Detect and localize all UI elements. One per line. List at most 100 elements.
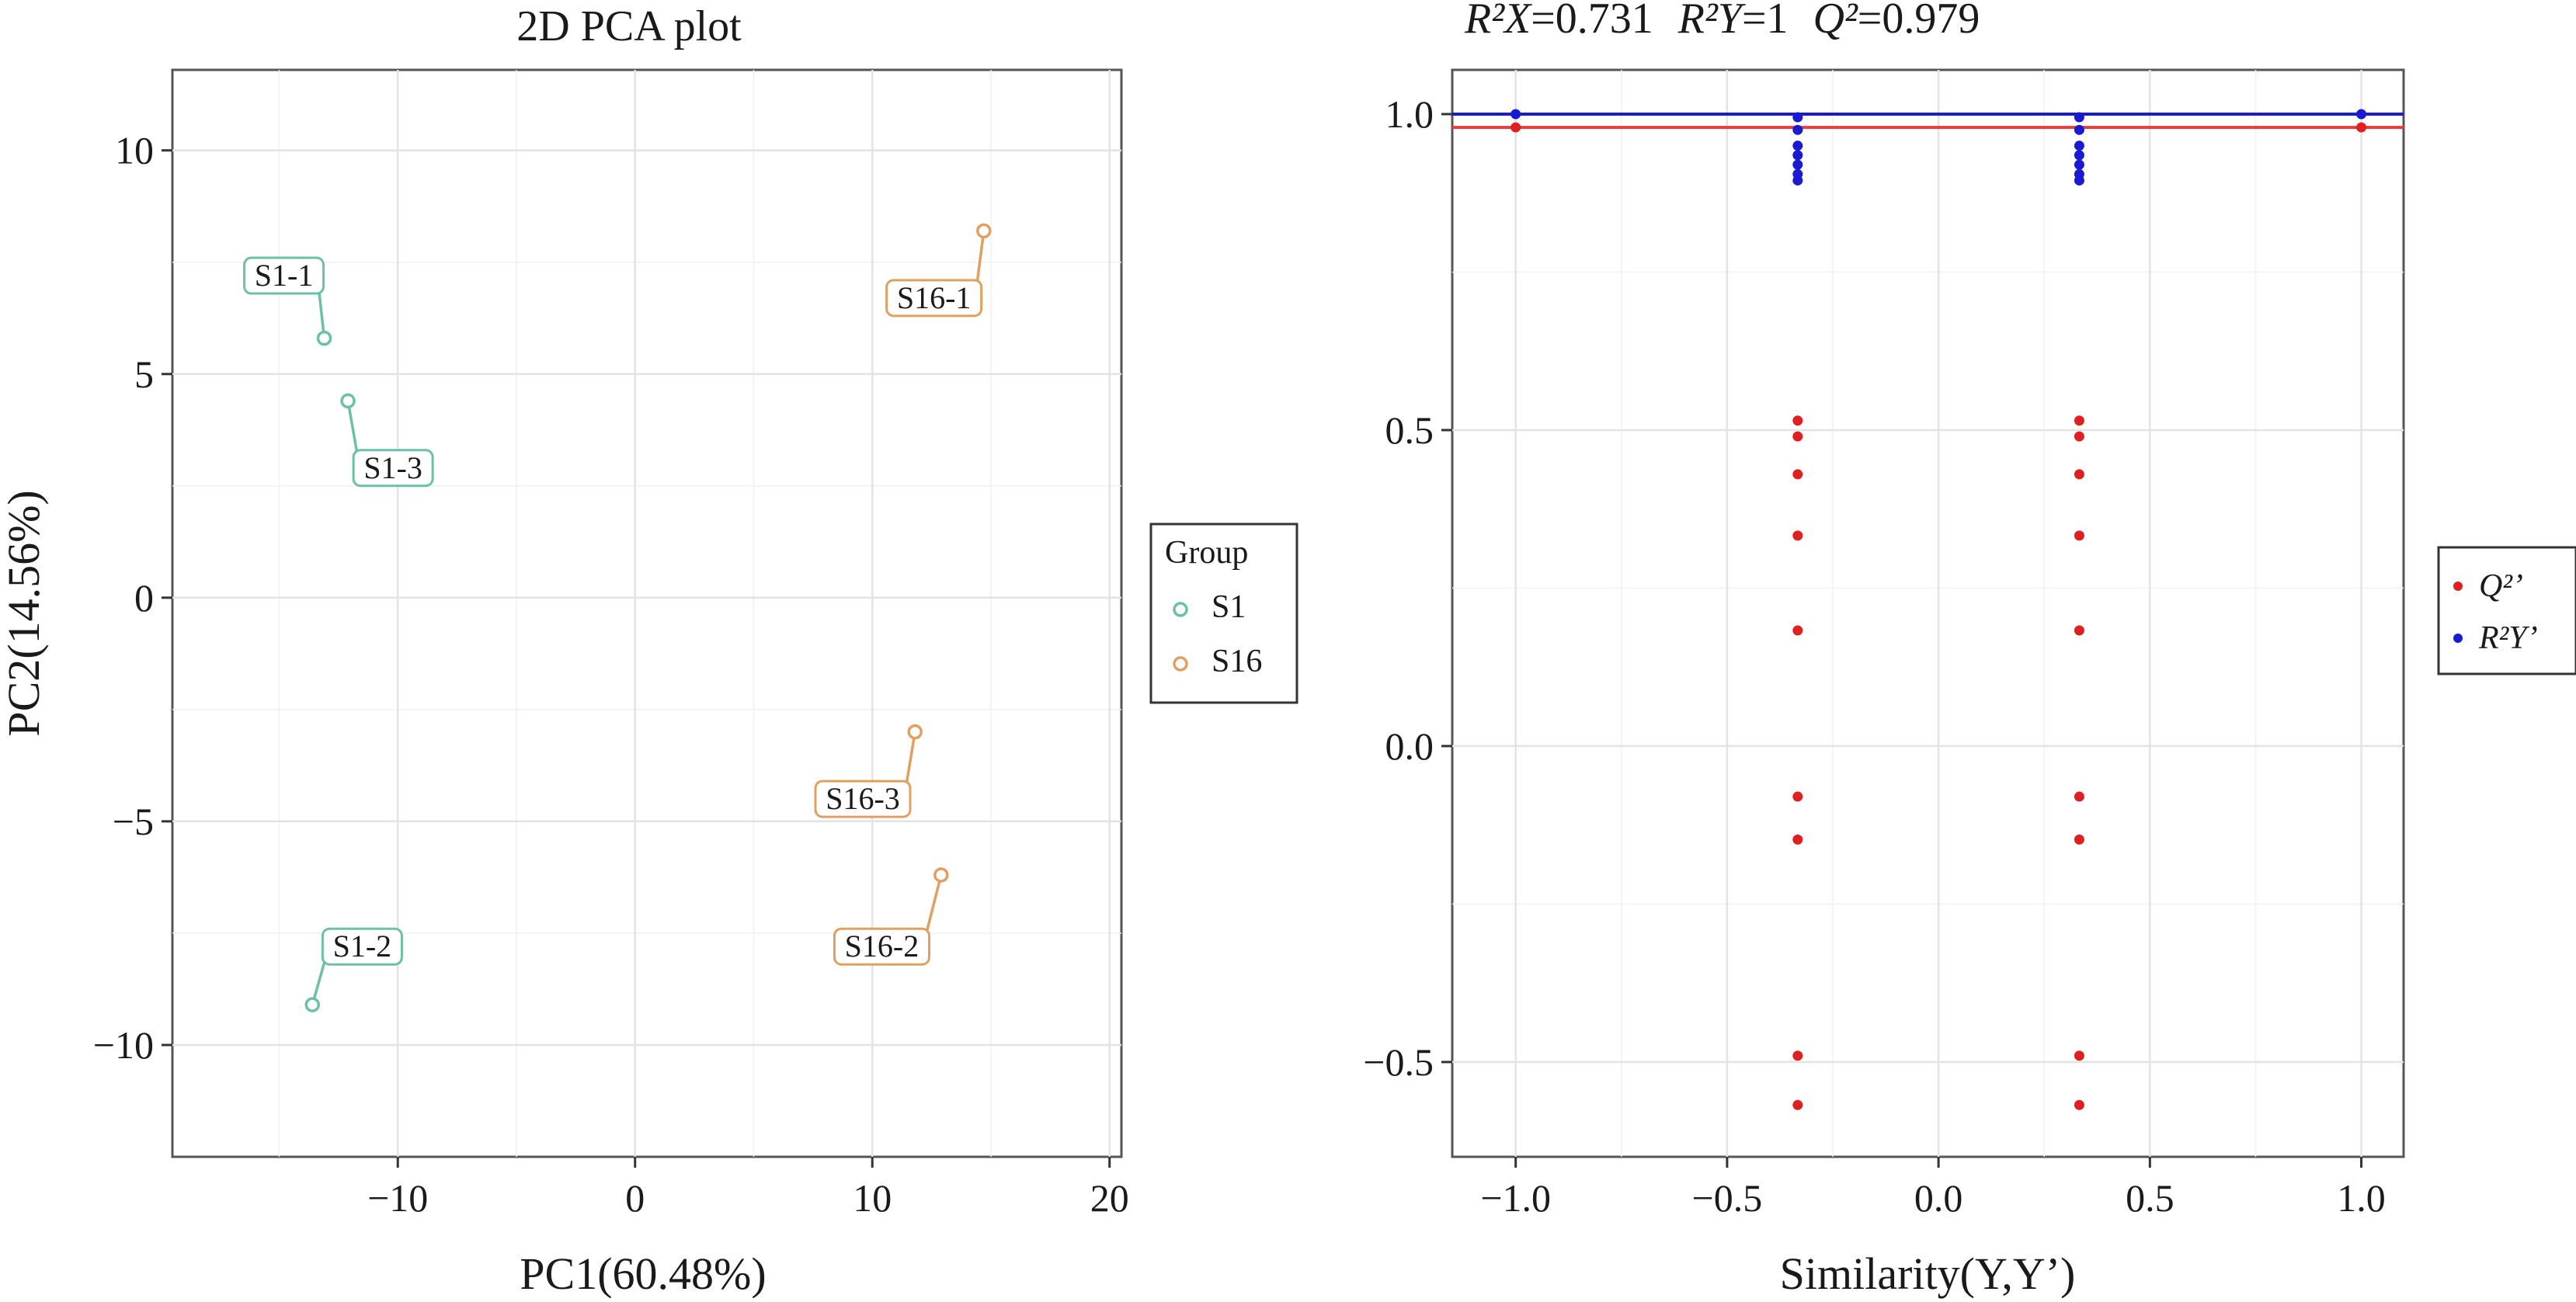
permutation-x-axis-title: Similarity(Y,Y’) (1780, 1248, 2076, 1299)
perm-y-tick-label: −0.5 (1363, 1040, 1434, 1084)
pca-y-axis-title: PC2(14.56%) (0, 490, 49, 736)
pca-title: 2D PCA plot (516, 2, 742, 50)
pca-point-S16-2 (933, 867, 949, 883)
perm-y-tick-label: 1.0 (1385, 92, 1434, 136)
pca-panel: 2D PCA plot −10 0 10 20 −10 −5 0 5 10 S1-1 S1-2 S1… (0, 2, 1129, 1299)
perm-legend-q2-label: Q²’ (2479, 568, 2523, 604)
perm-point-q2 (2074, 431, 2084, 442)
perm-x-tick-label: 1.0 (2337, 1176, 2386, 1220)
perm-point-q2 (1792, 431, 1803, 442)
pca-x-tick-label: 10 (853, 1176, 892, 1220)
perm-point-r2y (1792, 150, 1803, 161)
perm-point-q2 (2356, 122, 2367, 133)
permutation-reference-lines (1452, 112, 2404, 130)
perm-point-r2y (1792, 112, 1803, 123)
stat-r2y-label: R²Y (1677, 0, 1747, 43)
pca-point-label: S1-3 (363, 450, 422, 485)
perm-x-tick-label: −0.5 (1692, 1176, 1763, 1220)
perm-point-q2 (2074, 530, 2084, 541)
pca-y-tick-label: 0 (134, 576, 154, 620)
permutation-panel: R²X=0.731 R²Y=1 Q²=0.979 −1.0 −0.5 0.0 0.5 1… (1363, 0, 2405, 1299)
perm-point-r2y (1792, 159, 1803, 170)
permutation-legend: Q²’ R²Y’ (2437, 546, 2576, 675)
perm-point-r2y (2074, 175, 2084, 186)
pca-y-tick-label: −5 (113, 800, 154, 843)
perm-x-tick-label: −1.0 (1480, 1176, 1551, 1220)
pca-point-label-box (814, 779, 912, 818)
pca-x-tick-label: 0 (625, 1176, 645, 1220)
perm-x-tick-label: 0.5 (2126, 1176, 2174, 1220)
pca-point-S1-3 (340, 393, 356, 409)
perm-legend-r2y-label: R²Y’ (2478, 620, 2538, 656)
pca-point-label: S16-3 (826, 781, 900, 816)
pca-y-tick-label: 5 (134, 352, 154, 396)
perm-y-tick-label: 0.0 (1385, 724, 1434, 768)
perm-point-r2y (2074, 112, 2084, 123)
pca-plot-area (171, 68, 1123, 1158)
perm-point-q2 (1792, 530, 1803, 541)
pca-legend-s1-label: S1 (1212, 589, 1246, 625)
perm-point-r2y (2074, 159, 2084, 170)
pca-point-S16-1 (976, 223, 992, 239)
perm-point-q2 (2074, 1050, 2084, 1061)
perm-point-r2y (2074, 141, 2084, 151)
perm-point-r2y (1792, 175, 1803, 186)
pca-legend-title: Group (1165, 535, 1248, 571)
permutation-plot-area (1451, 68, 2405, 1158)
perm-legend-r2y-marker (2453, 634, 2463, 643)
pca-x-tick-label: −10 (367, 1176, 428, 1220)
perm-x-tick-label: 0.0 (1914, 1176, 1963, 1220)
stat-r2y-value: =1 (1742, 0, 1789, 43)
pca-x-axis-title: PC1(60.48%) (520, 1248, 766, 1299)
pca-point-label-box (352, 449, 434, 488)
pca-point-S1-1 (316, 330, 332, 346)
pca-legend-s1-marker (1173, 602, 1188, 617)
perm-point-q2 (1792, 469, 1803, 480)
pca-point-label: S1-1 (255, 258, 314, 293)
stat-q2-value: =0.979 (1858, 0, 1980, 43)
pca-point-S1-2 (304, 997, 320, 1012)
pca-point-label: S1-2 (333, 929, 392, 963)
perm-point-q2 (1792, 834, 1803, 845)
perm-point-q2 (1510, 122, 1521, 133)
perm-point-q2 (2074, 834, 2084, 845)
perm-point-r2y (1792, 141, 1803, 151)
perm-point-q2 (1792, 415, 1803, 426)
pca-points: S1-1 S1-2 S1-3 S16-1 S16-2 S16-3 (243, 223, 992, 1012)
stat-r2x-value: =0.731 (1531, 0, 1653, 43)
pca-legend: Group S1 S16 (1149, 523, 1298, 704)
perm-point-q2 (1792, 1099, 1803, 1110)
perm-point-q2 (2074, 1099, 2084, 1110)
permutation-grid (1452, 70, 2404, 1157)
permutation-legend-box (2437, 546, 2576, 675)
perm-point-r2y (1510, 109, 1521, 120)
pca-ticks: −10 0 10 20 −10 −5 0 5 10 (93, 129, 1129, 1220)
pca-y-tick-label: −10 (93, 1023, 154, 1067)
pca-grid (172, 70, 1121, 1157)
stat-r2x-label: R²X (1464, 0, 1533, 43)
permutation-stats: R²X=0.731 R²Y=1 Q²=0.979 (1464, 0, 1980, 43)
pca-point-label-box (321, 927, 403, 966)
pca-point-label-box (885, 279, 983, 318)
perm-point-r2y (2074, 150, 2084, 161)
perm-point-q2 (2074, 791, 2084, 802)
pca-point-label-box (833, 927, 930, 966)
permutation-ticks: −1.0 −0.5 0.0 0.5 1.0 −0.5 0.0 0.5 1.0 (1363, 92, 2386, 1220)
pca-legend-s16-marker (1173, 656, 1188, 672)
perm-point-q2 (2074, 469, 2084, 480)
pca-point-label: S16-1 (897, 280, 972, 315)
pca-y-tick-label: 10 (115, 129, 154, 172)
pca-x-tick-label: 20 (1090, 1176, 1129, 1220)
perm-point-r2y (2074, 124, 2084, 135)
perm-point-q2 (1792, 625, 1803, 636)
stat-q2-label: Q² (1813, 0, 1858, 43)
perm-point-q2 (2074, 415, 2084, 426)
perm-legend-q2-marker (2453, 582, 2463, 591)
permutation-points (1510, 109, 2367, 1110)
pca-legend-s16-label: S16 (1212, 644, 1262, 679)
pca-point-label-box (243, 256, 325, 295)
perm-xlabel-text: Similarity(Y,Y’) (1780, 1248, 2076, 1299)
perm-point-r2y (1792, 124, 1803, 135)
perm-point-r2y (2356, 109, 2367, 120)
